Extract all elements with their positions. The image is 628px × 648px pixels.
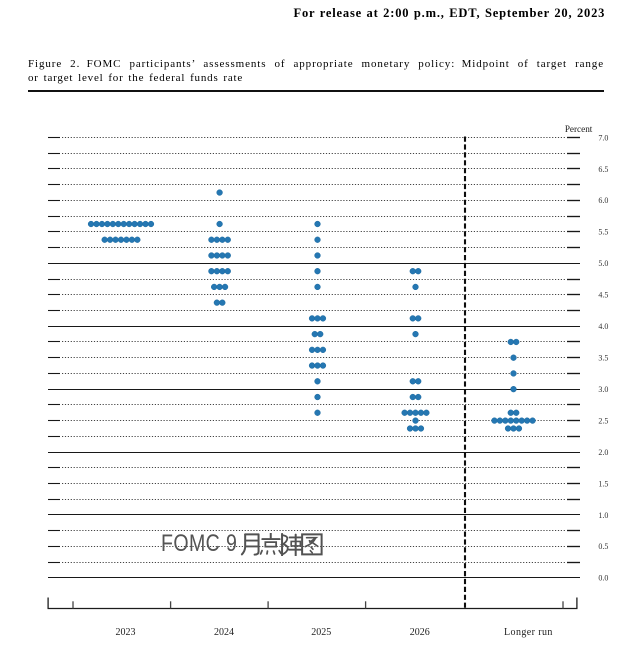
svg-text:2024: 2024	[214, 627, 234, 638]
svg-text:6.5: 6.5	[598, 165, 608, 174]
svg-text:2.0: 2.0	[598, 448, 608, 457]
svg-text:0.0: 0.0	[598, 574, 608, 583]
svg-text:2.5: 2.5	[598, 416, 608, 425]
svg-text:5.0: 5.0	[598, 259, 608, 268]
svg-text:0.5: 0.5	[598, 542, 608, 551]
svg-text:2026: 2026	[410, 627, 430, 638]
svg-text:4.5: 4.5	[598, 291, 608, 300]
svg-text:Longer run: Longer run	[504, 627, 553, 638]
svg-text:6.0: 6.0	[598, 196, 608, 205]
svg-text:3.0: 3.0	[598, 385, 608, 394]
svg-text:1.5: 1.5	[598, 479, 608, 488]
svg-text:1.0: 1.0	[598, 511, 608, 520]
svg-text:3.5: 3.5	[598, 354, 608, 363]
svg-text:Percent: Percent	[565, 124, 593, 134]
svg-text:2023: 2023	[116, 627, 136, 638]
svg-text:5.5: 5.5	[598, 228, 608, 237]
svg-text:2025: 2025	[311, 627, 331, 638]
svg-text:4.0: 4.0	[598, 322, 608, 331]
svg-text:7.0: 7.0	[598, 133, 608, 142]
